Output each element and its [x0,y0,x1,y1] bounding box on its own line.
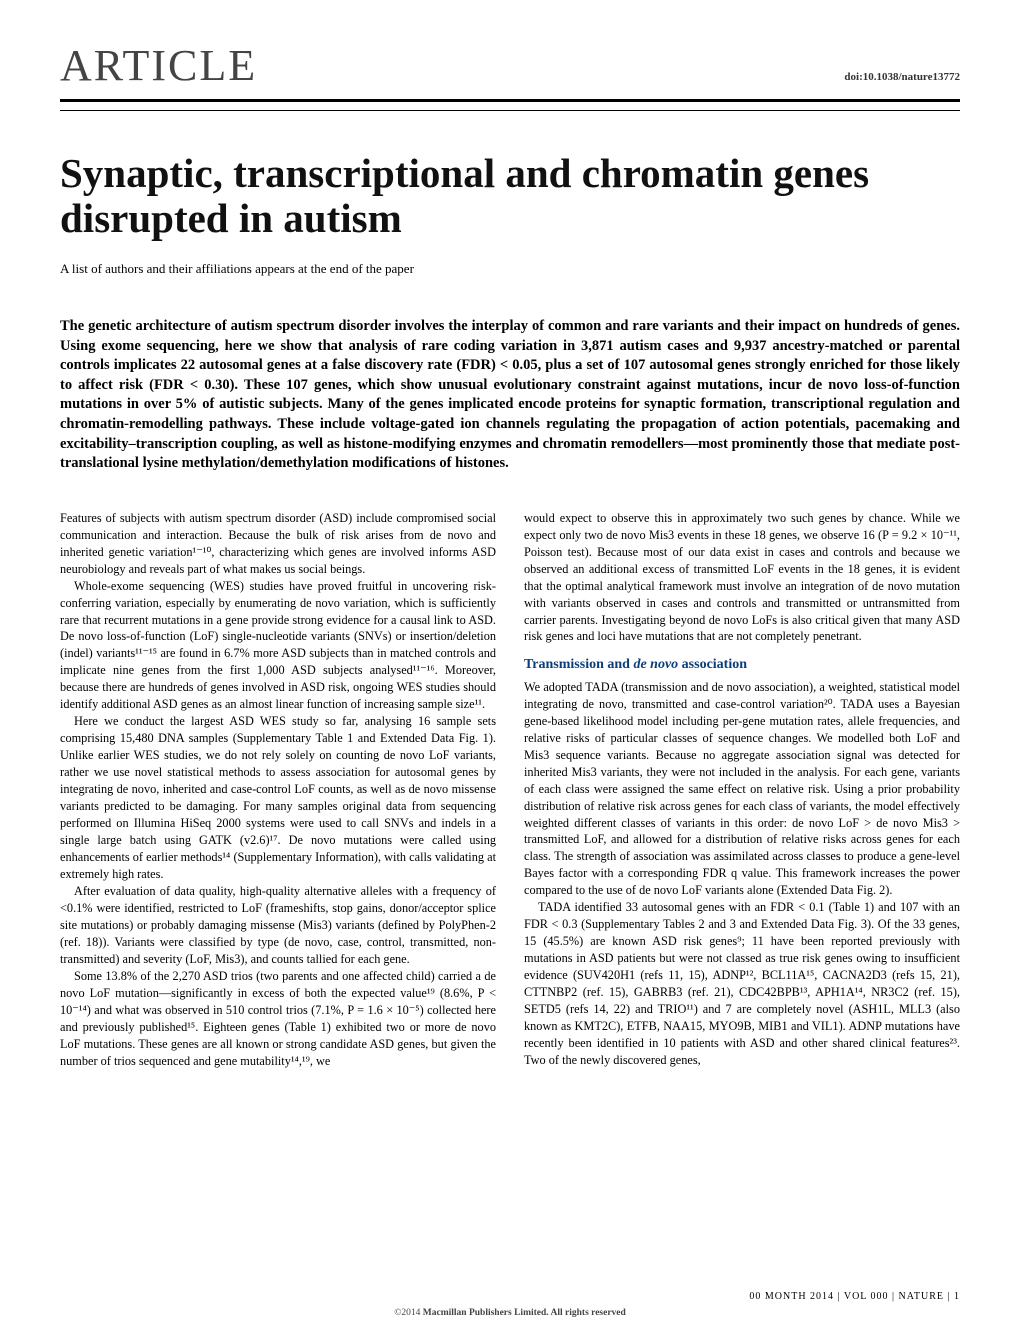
body-para: TADA identified 33 autosomal genes with … [524,899,960,1069]
body-para: After evaluation of data quality, high-q… [60,883,496,968]
left-column: Features of subjects with autism spectru… [60,510,496,1070]
body-columns: Features of subjects with autism spectru… [60,510,960,1070]
right-column: would expect to observe this in approxim… [524,510,960,1070]
section-heading: Transmission and de novo association [524,655,960,674]
abstract: The genetic architecture of autism spect… [60,317,960,474]
footer: 00 MONTH 2014 | VOL 000 | NATURE | 1 ©20… [60,1291,960,1318]
body-para: Features of subjects with autism spectru… [60,510,496,578]
body-para: We adopted TADA (transmission and de nov… [524,679,960,900]
rule [60,110,960,111]
body-para: would expect to observe this in approxim… [524,510,960,646]
footer-copyright: ©2014 Macmillan Publishers Limited. All … [60,1308,960,1318]
article-title: Synaptic, transcriptional and chromatin … [60,151,960,241]
doi: doi:10.1038/nature13772 [844,71,960,83]
body-para: Here we conduct the largest ASD WES stud… [60,713,496,883]
footer-meta: 00 MONTH 2014 | VOL 000 | NATURE | 1 [60,1291,960,1302]
body-para: Some 13.8% of the 2,270 ASD trios (two p… [60,968,496,1070]
body-para: Whole-exome sequencing (WES) studies hav… [60,578,496,714]
article-label: ARTICLE [60,40,257,91]
header-row: ARTICLE doi:10.1038/nature13772 [60,40,960,102]
authors-note: A list of authors and their affiliations… [60,261,960,277]
